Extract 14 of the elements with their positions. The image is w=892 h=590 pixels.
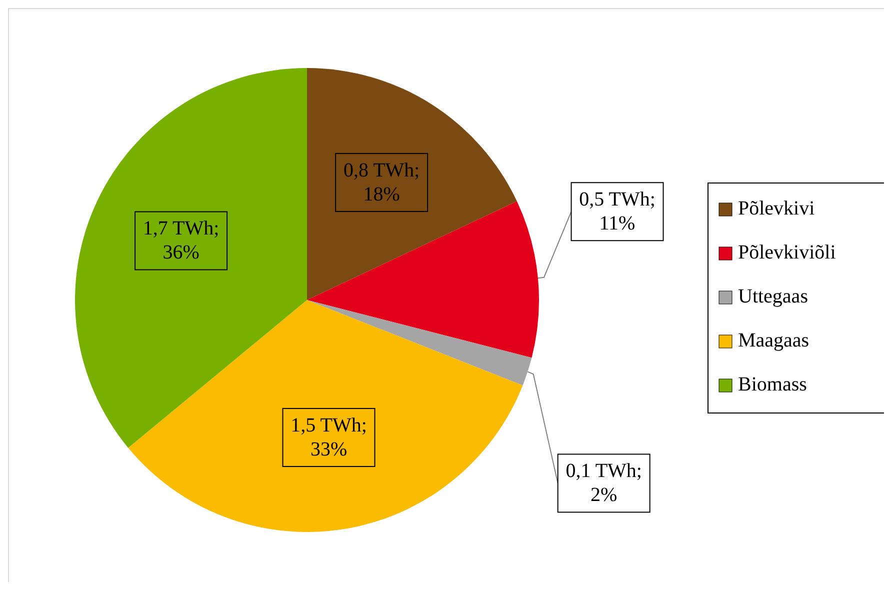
data-label: 0,8 TWh; 18% bbox=[343, 159, 420, 206]
pie-slice bbox=[307, 300, 532, 386]
legend-label: Uttegaas bbox=[738, 286, 808, 308]
pie-slice bbox=[128, 300, 523, 532]
legend-label: Põlevkiviõli bbox=[738, 242, 836, 264]
data-label: 0,1 TWh; 2% bbox=[566, 460, 642, 506]
pie-slice bbox=[307, 201, 539, 358]
pie-slice bbox=[307, 68, 517, 300]
data-label: 1,7 TWh; 36% bbox=[142, 217, 220, 264]
legend-label: Põlevkivi bbox=[738, 198, 816, 220]
legend-label: Biomass bbox=[738, 374, 808, 396]
legend-label: Maagaas bbox=[738, 330, 810, 352]
data-label: 1,5 TWh; 33% bbox=[290, 414, 367, 460]
data-label: 0,5 TWh; 11% bbox=[579, 188, 656, 234]
